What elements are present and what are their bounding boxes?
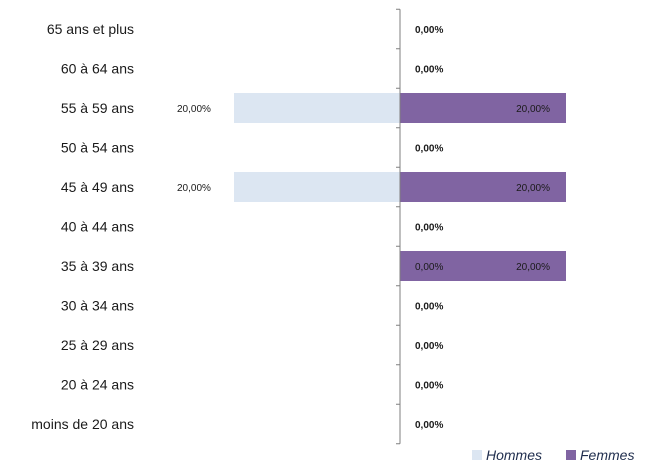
category-label: 50 à 54 ans xyxy=(61,140,134,156)
value-label-femmes: 0,00% xyxy=(415,144,443,155)
value-label-hommes: 0,00% xyxy=(415,262,443,273)
value-labels: 0,00% 0,00% 20,00% 20,00% 0,00% 20,00% 20,00% 0… xyxy=(177,25,550,431)
legend-swatch-femmes xyxy=(566,450,576,460)
value-label-femmes: 0,00% xyxy=(415,65,443,76)
category-label: 20 à 24 ans xyxy=(61,377,134,393)
value-label-hommes: 20,00% xyxy=(177,183,211,194)
category-label: 25 à 29 ans xyxy=(61,337,134,353)
value-label-hommes: 20,00% xyxy=(177,104,211,115)
bar-femmes xyxy=(400,93,566,123)
bars xyxy=(234,93,566,281)
value-label-femmes: 0,00% xyxy=(415,381,443,392)
center-axis xyxy=(396,8,401,445)
category-label: 40 à 44 ans xyxy=(61,219,134,235)
bar-femmes xyxy=(400,251,566,281)
value-label-femmes: 0,00% xyxy=(415,223,443,234)
legend-label-hommes: Hommes xyxy=(486,447,542,463)
category-labels: 65 ans et plus 60 à 64 ans 55 à 59 ans 50 à… xyxy=(31,21,134,432)
bar-hommes xyxy=(234,172,400,202)
legend-swatch-hommes xyxy=(472,450,482,460)
category-label: 30 à 34 ans xyxy=(61,298,134,314)
legend-label-femmes: Femmes xyxy=(580,447,634,463)
value-label-femmes: 0,00% xyxy=(415,302,443,313)
category-label: moins de 20 ans xyxy=(31,416,134,432)
value-label-femmes: 20,00% xyxy=(516,183,550,194)
category-label: 65 ans et plus xyxy=(47,21,134,37)
bar-femmes xyxy=(400,172,566,202)
value-label-femmes: 0,00% xyxy=(415,25,443,36)
value-label-femmes: 0,00% xyxy=(415,341,443,352)
category-label: 60 à 64 ans xyxy=(61,61,134,77)
category-label: 35 à 39 ans xyxy=(61,258,134,274)
bar-hommes xyxy=(234,93,400,123)
value-label-femmes: 20,00% xyxy=(516,262,550,273)
category-label: 55 à 59 ans xyxy=(61,100,134,116)
value-label-femmes: 0,00% xyxy=(415,420,443,431)
value-label-femmes: 20,00% xyxy=(516,104,550,115)
category-label: 45 à 49 ans xyxy=(61,179,134,195)
legend: Hommes Femmes xyxy=(472,447,634,463)
